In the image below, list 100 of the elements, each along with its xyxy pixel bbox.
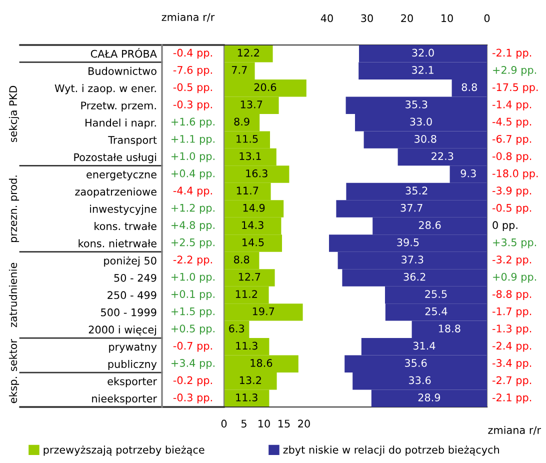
data-label: 36.2 — [404, 272, 426, 281]
data-label: 11.3 — [236, 394, 258, 402]
x-tick-label: 10 — [258, 420, 270, 428]
data-label: 8.9 — [234, 118, 250, 126]
y-tick-label: Handel i napr. — [86, 118, 156, 129]
text: -1.3 pp. — [492, 324, 532, 334]
text: -17.5 pp. — [492, 83, 538, 94]
text: -3.2 pp. — [492, 256, 532, 266]
text: +0.5 pp. — [172, 324, 214, 334]
y-tick-label: Wyt. i zaop. w ener. — [54, 84, 156, 94]
y-tick-label: 2000 i więcej — [88, 325, 156, 336]
x-tick-label: 20 — [298, 420, 310, 428]
text: -8.8 pp. — [492, 290, 532, 300]
data-label: 12.7 — [238, 272, 260, 281]
text: +0.9 pp. — [493, 272, 536, 283]
y-tick-label: 500 - 1999 — [101, 308, 156, 316]
data-label: 28.9 — [418, 394, 440, 402]
y-tick-label: Transport — [108, 136, 157, 146]
text: +4.8 pp. — [172, 221, 214, 232]
x-tick-label: 15 — [278, 420, 290, 428]
y-tick-label: 250 - 499 — [108, 291, 156, 300]
text: +2.9 pp. — [493, 66, 536, 76]
y-tick-label: nieeksporter — [92, 394, 157, 405]
data-label: 12.2 — [238, 48, 259, 56]
data-label: 25.5 — [425, 290, 447, 298]
legend-label: zbyt niskie w relacji do potrzeb bieżących — [283, 446, 499, 456]
data-label: 37.7 — [400, 204, 422, 212]
y-tick-label: poniżej 50 — [104, 256, 156, 267]
y-tick-label: kons. trwałe — [94, 222, 156, 230]
text: zmiana r/r — [162, 12, 215, 22]
x-tick-label: 20 — [401, 14, 413, 22]
text: -0.2 pp. — [173, 376, 212, 386]
data-label: 32.0 — [412, 48, 434, 57]
data-label: 13.1 — [240, 152, 261, 160]
data-label: 7.7 — [232, 66, 247, 74]
data-label: 25.4 — [425, 307, 448, 316]
text: przezn. prod. — [8, 176, 20, 242]
data-label: 13.2 — [240, 376, 261, 384]
text: -4.5 pp. — [492, 118, 532, 128]
text: +3.5 pp. — [493, 238, 536, 248]
data-label: 18.6 — [250, 359, 272, 367]
data-label: 32.1 — [412, 66, 434, 74]
text: -7.6 pp. — [173, 66, 212, 76]
x-tick-label: 0 — [484, 14, 490, 22]
x-tick-label: 40 — [320, 14, 333, 22]
x-tick-label: 10 — [442, 14, 453, 22]
y-tick-label: 50 - 249 — [114, 274, 156, 282]
y-tick-label: CAŁA PRÓBA — [90, 48, 157, 58]
text: -6.7 pp. — [492, 134, 532, 145]
text: +1.2 pp. — [172, 204, 214, 214]
text: -0.3 pp. — [173, 100, 212, 110]
text: +3.4 pp. — [172, 359, 214, 369]
y-tick-label: Pozostałe usługi — [74, 153, 156, 164]
text: -0.5 pp. — [173, 83, 212, 94]
data-label: 33.6 — [409, 376, 431, 384]
text: +1.6 pp. — [172, 118, 214, 128]
data-label: 18.8 — [438, 324, 460, 332]
data-label: 39.5 — [397, 238, 419, 246]
y-tick-label: kons. nietrwałe — [78, 239, 156, 248]
data-label: 37.3 — [402, 256, 424, 264]
y-tick-label: prywatny — [109, 343, 157, 353]
y-tick-label: Budownictwo — [88, 66, 156, 75]
data-label: 30.8 — [414, 134, 436, 143]
text: +1.0 pp. — [172, 152, 214, 162]
text: -2.4 pp. — [492, 342, 532, 352]
text: +1.5 pp. — [172, 307, 214, 318]
data-label: 13.7 — [240, 100, 262, 108]
text: zatrudnienie — [8, 262, 18, 328]
data-label: 35.6 — [405, 359, 427, 367]
text: +0.1 pp. — [172, 290, 214, 300]
y-tick-label: eksporter — [108, 377, 157, 388]
data-label: 20.6 — [254, 83, 276, 92]
text: -1.7 pp. — [492, 307, 532, 318]
text: 0 pp. — [492, 221, 518, 232]
data-label: 6.3 — [229, 324, 244, 332]
text: -2.2 pp. — [173, 256, 212, 266]
text: -0.5 pp. — [492, 204, 532, 214]
data-label: 35.2 — [406, 186, 428, 195]
text: -2.7 pp. — [492, 376, 532, 386]
y-tick-label: energetyczne — [86, 170, 156, 180]
data-label: 11.5 — [236, 135, 258, 143]
x-tick-label: 0 — [221, 420, 227, 428]
text: -0.7 pp. — [173, 342, 212, 352]
y-tick-label: Przetw. przem. — [81, 102, 156, 112]
data-label: 31.4 — [413, 342, 436, 350]
x-tick-label: 30 — [361, 14, 373, 22]
text: -0.8 pp. — [492, 152, 532, 162]
text: +2.5 pp. — [172, 238, 214, 248]
text: +1.0 pp. — [172, 272, 214, 283]
y-tick-label: inwestycyjne — [90, 204, 156, 215]
text: -0.3 pp. — [173, 394, 212, 404]
text: -2.1 pp. — [492, 394, 532, 404]
text: -0.4 pp. — [173, 48, 212, 59]
data-label: 11.3 — [236, 342, 258, 350]
y-tick-label: zaopatrzeniowe — [75, 188, 156, 198]
x-tick-label: 5 — [241, 420, 246, 428]
text: -3.4 pp. — [492, 359, 532, 369]
text: -18.0 pp. — [492, 169, 538, 180]
data-label: 14.3 — [242, 221, 264, 230]
text: +1.1 pp. — [172, 135, 214, 145]
